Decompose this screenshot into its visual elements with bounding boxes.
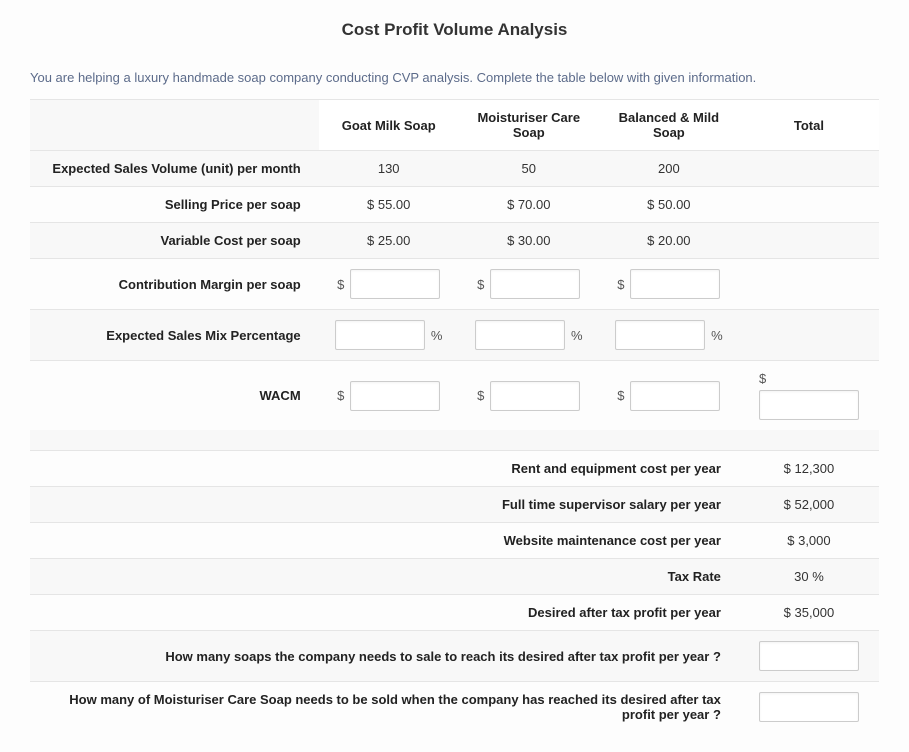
dollar-prefix: $ xyxy=(477,388,484,403)
label-tax: Tax Rate xyxy=(30,559,739,595)
value-tax: 30 % xyxy=(739,559,879,595)
input-mix-c1[interactable] xyxy=(335,320,425,350)
label-salary: Full time supervisor salary per year xyxy=(30,487,739,523)
cell-vol-c3: 200 xyxy=(599,151,739,187)
row-label-vc: Variable Cost per soap xyxy=(30,223,319,259)
input-mix-c3[interactable] xyxy=(615,320,705,350)
cell-price-c1: $ 55.00 xyxy=(319,187,459,223)
instructions-text: You are helping a luxury handmade soap c… xyxy=(30,70,879,85)
cell-vc-c1: $ 25.00 xyxy=(319,223,459,259)
cell-price-c3: $ 50.00 xyxy=(599,187,739,223)
dollar-prefix: $ xyxy=(617,388,624,403)
label-website: Website maintenance cost per year xyxy=(30,523,739,559)
dollar-prefix: $ xyxy=(617,277,624,292)
dollar-prefix: $ xyxy=(337,277,344,292)
row-label-mix: Expected Sales Mix Percentage xyxy=(30,310,319,361)
input-wacm-c3[interactable] xyxy=(630,381,720,411)
input-mix-c2[interactable] xyxy=(475,320,565,350)
cell-vol-c2: 50 xyxy=(459,151,599,187)
question-2: How many of Moisturiser Care Soap needs … xyxy=(30,682,739,733)
input-wacm-c2[interactable] xyxy=(490,381,580,411)
col-header-balanced: Balanced & Mild Soap xyxy=(599,100,739,151)
cell-vc-c3: $ 20.00 xyxy=(599,223,739,259)
input-wacm-total[interactable] xyxy=(759,390,859,420)
col-header-goat: Goat Milk Soap xyxy=(319,100,459,151)
dollar-prefix: $ xyxy=(477,277,484,292)
percent-suffix: % xyxy=(711,328,723,343)
input-cm-c3[interactable] xyxy=(630,269,720,299)
cell-price-c2: $ 70.00 xyxy=(459,187,599,223)
cell-vol-c1: 130 xyxy=(319,151,459,187)
percent-suffix: % xyxy=(571,328,583,343)
value-profit: $ 35,000 xyxy=(739,595,879,631)
value-website: $ 3,000 xyxy=(739,523,879,559)
input-answer-q2[interactable] xyxy=(759,692,859,722)
dollar-prefix: $ xyxy=(759,371,766,386)
row-label-cm: Contribution Margin per soap xyxy=(30,259,319,310)
page-title: Cost Profit Volume Analysis xyxy=(30,20,879,40)
row-label-volume: Expected Sales Volume (unit) per month xyxy=(30,151,319,187)
input-answer-q1[interactable] xyxy=(759,641,859,671)
row-label-wacm: WACM xyxy=(30,361,319,431)
cell-vc-c2: $ 30.00 xyxy=(459,223,599,259)
input-cm-c1[interactable] xyxy=(350,269,440,299)
col-header-total: Total xyxy=(739,100,879,151)
input-cm-c2[interactable] xyxy=(490,269,580,299)
question-1: How many soaps the company needs to sale… xyxy=(30,631,739,682)
value-salary: $ 52,000 xyxy=(739,487,879,523)
input-wacm-c1[interactable] xyxy=(350,381,440,411)
value-rent: $ 12,300 xyxy=(739,451,879,487)
cvp-table: Goat Milk Soap Moisturiser Care Soap Bal… xyxy=(30,99,879,732)
label-profit: Desired after tax profit per year xyxy=(30,595,739,631)
percent-suffix: % xyxy=(431,328,443,343)
label-rent: Rent and equipment cost per year xyxy=(30,451,739,487)
row-label-price: Selling Price per soap xyxy=(30,187,319,223)
dollar-prefix: $ xyxy=(337,388,344,403)
col-header-moist: Moisturiser Care Soap xyxy=(459,100,599,151)
